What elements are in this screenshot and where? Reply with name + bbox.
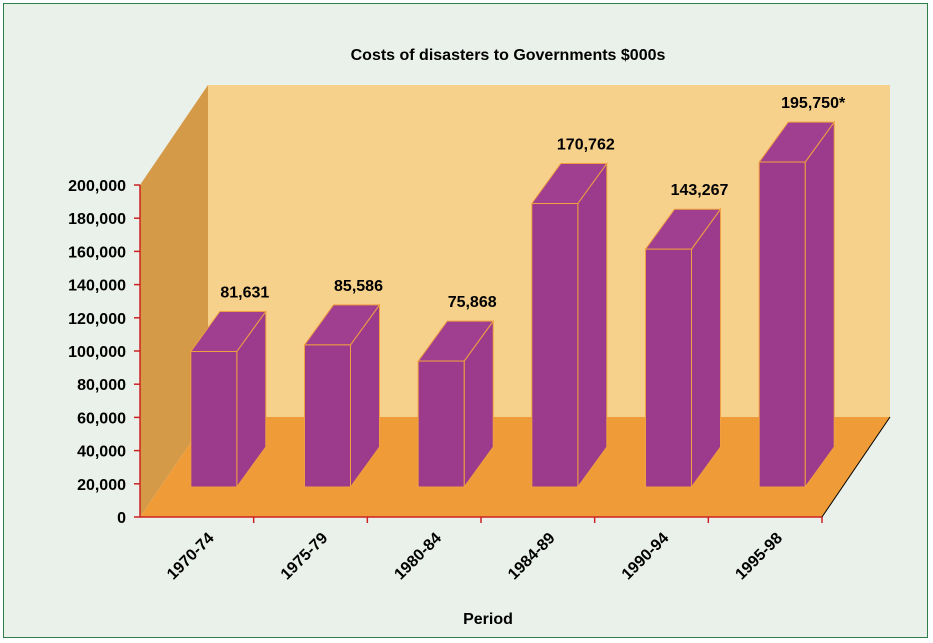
x-tick-label: 1995-98 bbox=[732, 530, 786, 584]
x-tick-label: 1970-74 bbox=[164, 530, 218, 584]
data-label: 81,631 bbox=[220, 284, 269, 301]
y-tick-label: 160,000 bbox=[68, 244, 126, 261]
y-axis-tick-labels: 0 20,000 40,000 60,000 80,000 100,000 120,000 1… bbox=[68, 178, 126, 527]
x-axis-tick-labels: 1970-74 1975-79 1980-84 1984-89 1990-94 1995-… bbox=[164, 530, 786, 584]
y-tick-label: 20,000 bbox=[77, 477, 126, 494]
data-label: 195,750* bbox=[781, 95, 846, 112]
floor-edge-line bbox=[821, 416, 891, 518]
data-labels: 81,631 85,586 75,868 170,762 143,267 195,750* bbox=[220, 95, 846, 311]
y-tick-label: 100,000 bbox=[68, 344, 126, 361]
data-label: 143,267 bbox=[671, 182, 729, 199]
bar bbox=[189, 309, 267, 489]
data-label: 170,762 bbox=[557, 137, 615, 154]
chart-bars bbox=[189, 120, 836, 489]
x-tick-label: 1984-89 bbox=[505, 530, 559, 584]
bar bbox=[644, 207, 722, 489]
y-tick-label: 0 bbox=[117, 510, 126, 527]
x-axis-label: Period bbox=[463, 611, 513, 628]
bar-front bbox=[758, 161, 806, 488]
bar bbox=[758, 120, 836, 489]
x-tick-label: 1980-84 bbox=[391, 530, 445, 584]
bar-front bbox=[417, 360, 465, 488]
bar-side bbox=[691, 207, 721, 489]
chart-title: Costs of disasters to Governments $000s bbox=[351, 47, 666, 64]
bar-front bbox=[190, 350, 238, 488]
bar bbox=[303, 303, 381, 489]
y-tick-label: 140,000 bbox=[68, 278, 126, 295]
bar-front bbox=[531, 203, 579, 488]
bar bbox=[417, 319, 495, 489]
bar-side bbox=[577, 161, 608, 489]
y-tick-label: 60,000 bbox=[77, 410, 126, 427]
y-tick-label: 120,000 bbox=[68, 311, 126, 328]
y-tick-label: 40,000 bbox=[77, 444, 126, 461]
data-label: 85,586 bbox=[334, 278, 383, 295]
y-tick-label: 180,000 bbox=[68, 211, 126, 228]
data-label: 75,868 bbox=[448, 294, 497, 311]
bar-front bbox=[645, 248, 692, 488]
y-tick-label: 80,000 bbox=[77, 377, 126, 394]
x-tick-label: 1975-79 bbox=[278, 530, 332, 584]
bar-side bbox=[804, 120, 835, 489]
bar bbox=[530, 161, 608, 489]
x-tick-label: 1990-94 bbox=[619, 530, 673, 584]
y-tick-label: 200,000 bbox=[68, 178, 126, 195]
bar-front bbox=[304, 344, 351, 488]
chart-axes bbox=[134, 184, 891, 523]
